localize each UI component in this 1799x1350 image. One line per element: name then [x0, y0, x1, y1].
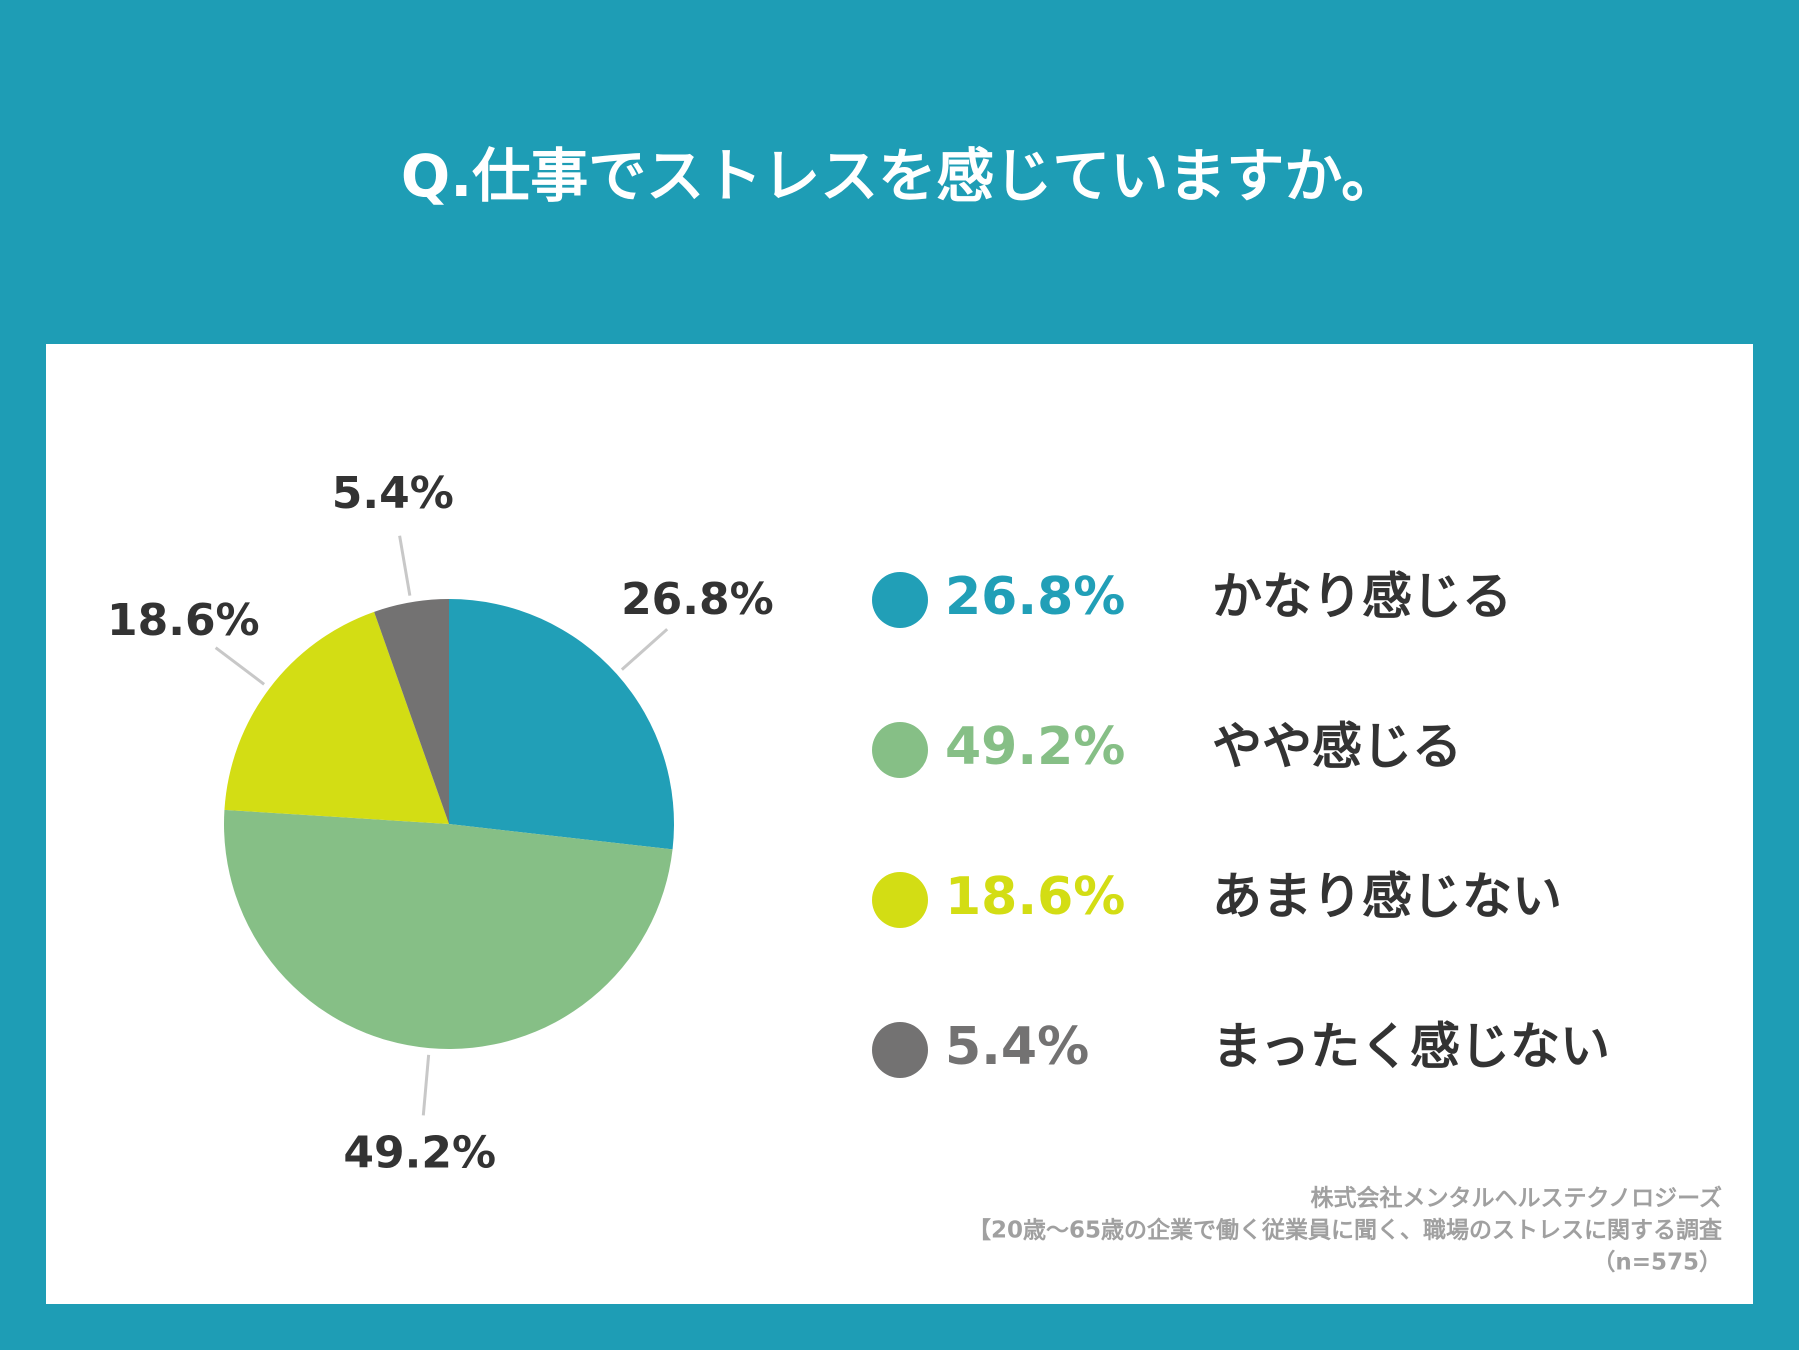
legend-marker	[872, 872, 928, 928]
chart-title: Q.仕事でストレスを感じていますか。	[401, 142, 1399, 210]
legend-label: あまり感じない	[1212, 868, 1562, 926]
legend-label: やや感じる	[1212, 718, 1462, 776]
source-note: （n=575）	[1592, 1249, 1722, 1276]
data-label: 5.4%	[332, 468, 454, 519]
pie-slice	[223, 809, 673, 1050]
pie-slice	[224, 611, 449, 824]
legend-marker	[872, 1022, 928, 1078]
data-label: 26.8%	[621, 574, 774, 625]
legend-value: 18.6%	[945, 867, 1125, 927]
legend-marker	[872, 722, 928, 778]
legend-marker	[872, 572, 928, 628]
leader-line	[398, 535, 412, 596]
legend-value: 26.8%	[945, 567, 1125, 627]
legend-value: 5.4%	[945, 1017, 1089, 1077]
leader-line	[214, 646, 266, 686]
source-note: 【20歳～65歳の企業で働く従業員に聞く、職場のストレスに関する調査	[968, 1217, 1722, 1244]
leader-line	[620, 628, 669, 671]
data-label: 18.6%	[107, 595, 260, 646]
legend-label: まったく感じない	[1212, 1018, 1610, 1076]
legend-label: かなり感じる	[1212, 568, 1512, 626]
pie-slice	[449, 599, 674, 850]
pie-slice	[374, 599, 449, 824]
leader-line	[421, 1054, 431, 1116]
data-label: 49.2%	[343, 1128, 496, 1179]
source-note: 株式会社メンタルヘルステクノロジーズ	[1311, 1185, 1722, 1212]
legend-value: 49.2%	[945, 717, 1125, 777]
